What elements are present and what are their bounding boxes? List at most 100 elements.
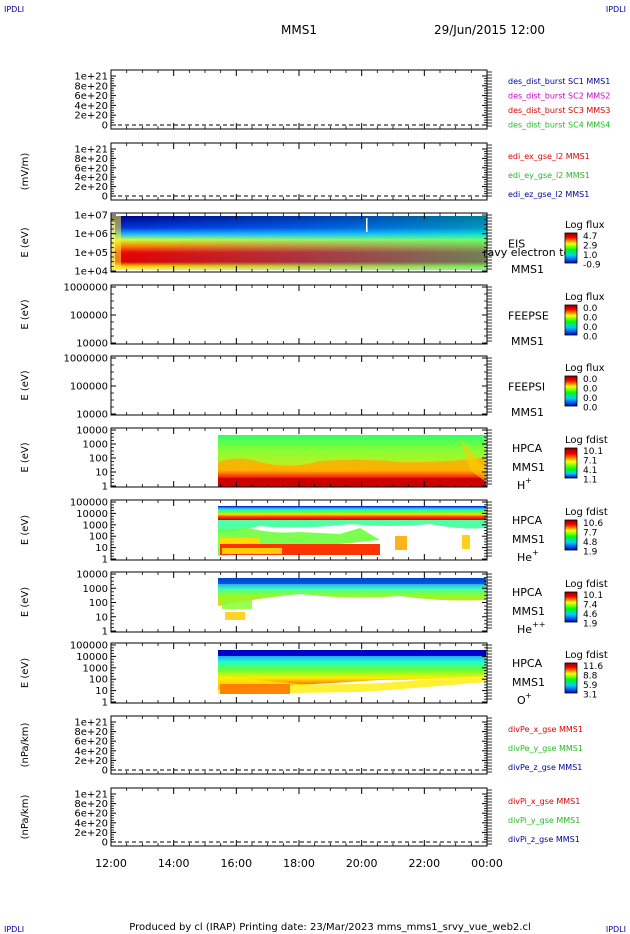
spacecraft-label: MMS1 — [512, 533, 545, 546]
species-charge-label: + — [525, 476, 532, 485]
y-tick-label: 100000 — [70, 382, 108, 393]
y-tick-label: 1 — [102, 698, 108, 709]
y-tick-label: 10000 — [76, 426, 108, 437]
overlay-label: ravy electron to — [483, 246, 571, 259]
y-axis-label: E (eV) — [20, 587, 31, 617]
y-tick-label: 8e+20 — [74, 81, 108, 92]
colorbar — [564, 447, 578, 479]
panel-frame — [110, 284, 488, 345]
colorbar-tick-label: 0.0 — [583, 404, 598, 414]
y-tick-label: 0 — [102, 121, 108, 132]
y-axis-label: E (eV) — [20, 227, 31, 257]
colorbar-tick-label: 0.0 — [583, 333, 598, 343]
colorbar — [564, 375, 578, 407]
y-axis-label: E (eV) — [20, 442, 31, 472]
spacecraft-label: MMS1 — [511, 335, 544, 348]
species-label: He — [517, 551, 532, 564]
y-tick-label: 1e+21 — [74, 72, 108, 83]
colorbar-title: Log flux — [565, 220, 605, 231]
y-tick-label: 100 — [89, 675, 108, 686]
instrument-label: FEEPSI — [508, 381, 545, 394]
panel-p4: 1000000 100000 10000 E (eV) FEEPSE MMS1 Log fl… — [20, 283, 605, 350]
y-tick-label: 10000 — [76, 410, 108, 421]
colorbar-title: Log fdist — [565, 435, 608, 446]
species-charge-label: + — [532, 548, 539, 557]
colorbar-tick-label: 0.0 — [583, 314, 598, 324]
legend-entry: edi_ex_gse_l2 MMS1 — [508, 152, 590, 161]
y-tick-label: 6e+20 — [74, 91, 108, 102]
colorbar-tick-label: 0.0 — [583, 323, 598, 333]
colorbar-tick-label: 7.1 — [583, 457, 597, 467]
y-tick-label: 8e+20 — [74, 799, 108, 810]
spacecraft-label: MMS1 — [512, 605, 545, 618]
spacecraft-label: MMS1 — [512, 676, 545, 689]
colorbar-tick-label: 1.9 — [583, 548, 598, 558]
y-tick-label: 1e+04 — [74, 267, 108, 278]
plot-title: MMS1 — [281, 23, 317, 37]
legend-entry: des_dist_burst SC4 MMS4 — [508, 121, 610, 130]
y-tick-label: 10000 — [76, 339, 108, 350]
legend-entry: edi_ez_gse_l2 MMS1 — [508, 190, 589, 199]
colorbar — [564, 232, 578, 264]
y-axis-label: E (eV) — [20, 370, 31, 400]
spacecraft-label: MMS1 — [512, 461, 545, 474]
y-tick-label: 2e+20 — [74, 828, 108, 839]
colorbar-tick-label: 1.0 — [583, 251, 598, 261]
legend-entry: divPe_y_gse MMS1 — [508, 744, 583, 753]
colorbar — [564, 662, 578, 694]
instrument-label: HPCA — [512, 442, 543, 455]
instrument-label: HPCA — [512, 657, 543, 670]
y-tick-label: 10000 — [76, 570, 108, 581]
y-tick-label: 1e+21 — [74, 145, 108, 156]
y-tick-label: 10000 — [76, 509, 108, 520]
y-axis-label: E (eV) — [20, 658, 31, 688]
hpca-he-spectrogram-image — [218, 506, 486, 556]
x-tick-label: 12:00 — [95, 857, 127, 870]
corner-label-bottom-left: IPDLI — [4, 925, 24, 934]
y-tick-label: 0 — [102, 766, 108, 777]
colorbar-title: Log fdist — [565, 650, 608, 661]
y-tick-label: 0 — [102, 838, 108, 849]
x-tick-label: 18:00 — [283, 857, 315, 870]
y-tick-label: 1000000 — [63, 354, 108, 365]
y-tick-label: 6e+20 — [74, 809, 108, 820]
y-tick-label: 2e+20 — [74, 756, 108, 767]
colorbar-tick-label: 4.1 — [583, 466, 597, 476]
y-tick-label: 2e+20 — [74, 182, 108, 193]
species-label: O — [517, 694, 526, 707]
y-tick-label: 1 — [102, 627, 108, 638]
hpca-hepp-spectrogram-image — [218, 578, 486, 620]
legend-entry: divPi_y_gse MMS1 — [508, 816, 580, 825]
legend-entry: divPe_z_gse MMS1 — [508, 763, 582, 772]
x-tick-label: 16:00 — [220, 857, 252, 870]
y-tick-label: 10 — [95, 543, 108, 554]
y-tick-label: 10000 — [76, 652, 108, 663]
colorbar — [564, 591, 578, 623]
y-tick-label: 10 — [95, 468, 108, 479]
legend-entry: divPe_x_gse MMS1 — [508, 725, 583, 734]
y-axis-label: (mV/m) — [20, 153, 31, 191]
spacecraft-label: MMS1 — [511, 406, 544, 419]
footer-credit: Produced by cl (IRAP) Printing date: 23/… — [129, 922, 530, 933]
species-charge-label: ++ — [532, 620, 545, 629]
hpca-h-spectrogram-image — [218, 435, 486, 487]
y-tick-label: 2e+20 — [74, 111, 108, 122]
legend-entry: edi_ey_gse_l2 MMS1 — [508, 171, 590, 180]
colorbar-tick-label: 5.9 — [583, 681, 598, 691]
panel-p5: 1000000 100000 10000 E (eV) FEEPSI MMS1 Log fl… — [20, 354, 605, 421]
y-tick-label: 100000 — [70, 311, 108, 322]
colorbar-tick-label: -0.9 — [583, 261, 601, 271]
colorbar-title: Log flux — [565, 292, 605, 303]
y-tick-label: 1000 — [83, 584, 108, 595]
y-tick-label: 4e+20 — [74, 173, 108, 184]
colorbar — [564, 519, 578, 551]
species-label: He — [517, 623, 532, 636]
x-tick-label: 14:00 — [158, 857, 190, 870]
corner-label-bottom-right: IPDLI — [606, 925, 626, 934]
colorbar-tick-label: 0.0 — [583, 375, 598, 385]
